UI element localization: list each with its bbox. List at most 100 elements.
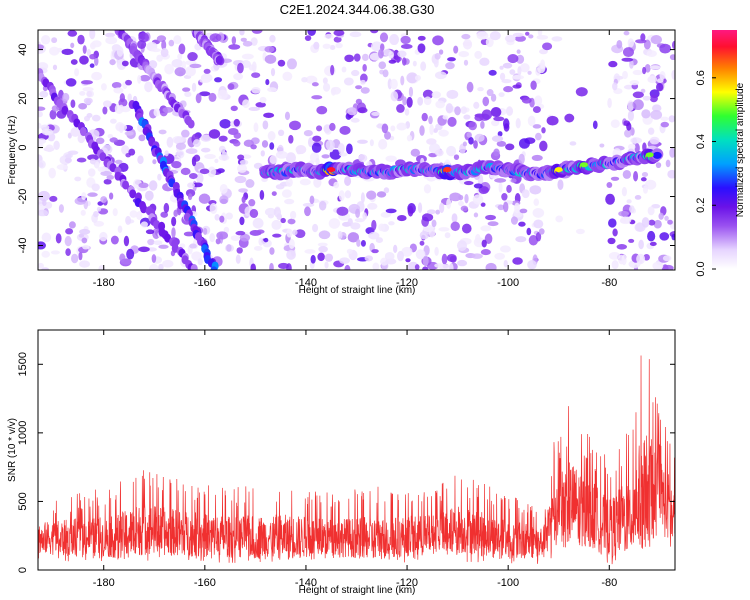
noise-blob — [106, 174, 115, 180]
noise-blob — [171, 161, 182, 169]
noise-blob — [378, 61, 387, 70]
noise-blob — [493, 116, 505, 122]
colorbar: 0.0 0.2 0.4 0.6 Normalized spectral amplitu… — [695, 30, 746, 277]
noise-blob — [255, 102, 266, 108]
noise-blob — [318, 200, 327, 211]
noise-blob — [61, 48, 74, 55]
noise-blob — [482, 96, 490, 107]
noise-blob — [512, 84, 522, 89]
noise-blob — [65, 78, 77, 87]
noise-blob — [160, 48, 169, 58]
noise-blob — [269, 34, 276, 43]
noise-blob — [99, 231, 108, 242]
noise-blob — [307, 137, 314, 148]
noise-blob — [322, 43, 331, 49]
noise-blob — [462, 39, 473, 50]
noise-blob — [193, 154, 201, 162]
noise-blob — [309, 195, 315, 205]
noise-blob — [356, 139, 368, 144]
colorbar-label: Normalized spectral amplitude — [735, 82, 746, 217]
noise-blob — [519, 208, 528, 214]
noise-blob — [393, 244, 398, 253]
noise-blob — [82, 86, 94, 92]
noise-blob — [447, 57, 456, 62]
noise-blob — [384, 252, 395, 261]
noise-blob — [629, 205, 635, 213]
noise-blob — [68, 221, 76, 229]
noise-blob — [502, 62, 513, 69]
noise-blob — [286, 249, 296, 260]
noise-blob — [204, 153, 216, 160]
noise-blob — [112, 208, 118, 217]
noise-blob — [248, 106, 261, 112]
noise-blob — [67, 132, 72, 139]
noise-blob — [351, 69, 360, 77]
noise-blob — [493, 148, 500, 157]
noise-blob — [647, 75, 658, 84]
noise-blob — [656, 82, 664, 92]
noise-blob — [219, 183, 228, 194]
noise-blob — [442, 115, 449, 120]
noise-blob — [83, 97, 93, 105]
noise-blob — [187, 182, 195, 189]
noise-blob — [535, 67, 541, 76]
spectrogram-x-tick-label: -140 — [295, 277, 317, 289]
noise-blob — [624, 129, 632, 138]
noise-blob — [463, 114, 471, 120]
spectrogram-panel: -180 -160 -140 -120 -100 -80 -40 -20 0 20 40 Heig… — [7, 29, 676, 296]
noise-blob — [366, 190, 377, 200]
noise-blob — [200, 134, 212, 142]
noise-blob — [481, 239, 487, 248]
noise-blob — [96, 206, 102, 212]
noise-blob — [86, 48, 91, 57]
noise-blob — [258, 237, 264, 246]
noise-blob — [138, 182, 149, 189]
noise-blob — [333, 181, 340, 189]
noise-blob — [225, 212, 233, 220]
noise-blob — [431, 91, 442, 99]
noise-blob — [271, 219, 282, 230]
noise-blob — [329, 122, 336, 131]
noise-blob — [466, 81, 474, 93]
noise-blob — [400, 35, 411, 45]
noise-blob — [38, 44, 44, 50]
noise-blob — [272, 233, 282, 238]
noise-blob — [124, 131, 134, 136]
noise-blob — [311, 142, 322, 153]
noise-blob — [515, 118, 521, 129]
noise-blob — [480, 120, 485, 129]
noise-blob — [623, 30, 630, 36]
noise-blob — [80, 209, 86, 216]
noise-blob — [422, 255, 429, 267]
noise-blob — [127, 93, 132, 102]
noise-blob — [241, 53, 254, 60]
noise-blob — [324, 261, 329, 269]
noise-blob — [81, 237, 88, 244]
ridge-peak — [580, 162, 588, 168]
noise-blob — [41, 267, 50, 270]
noise-blob — [671, 40, 675, 50]
noise-blob — [74, 176, 82, 182]
noise-blob — [379, 32, 389, 43]
noise-blob — [528, 235, 539, 246]
noise-blob — [497, 131, 503, 137]
noise-blob — [101, 83, 107, 91]
noise-blob — [117, 225, 123, 234]
ridge-peak — [327, 167, 336, 173]
noise-blob — [400, 75, 405, 86]
noise-blob — [187, 52, 198, 62]
noise-blob — [458, 50, 470, 58]
noise-blob — [203, 68, 211, 74]
noise-blob — [49, 109, 57, 120]
noise-blob — [267, 131, 276, 141]
noise-blob — [138, 246, 150, 253]
noise-blob — [518, 153, 525, 165]
noise-blob — [541, 127, 546, 134]
noise-blob — [45, 144, 54, 153]
noise-blob — [662, 255, 672, 262]
noise-blob — [128, 148, 136, 156]
noise-blob — [397, 250, 404, 262]
noise-blob — [77, 34, 85, 45]
noise-blob — [664, 215, 669, 221]
noise-blob — [289, 120, 301, 131]
